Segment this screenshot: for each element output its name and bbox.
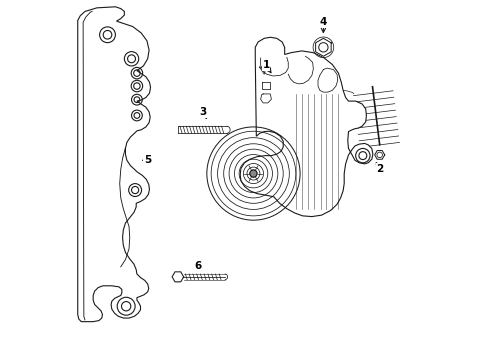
Text: 5: 5 [144,155,151,165]
Polygon shape [315,39,330,56]
Text: 6: 6 [194,261,201,271]
Text: 3: 3 [199,107,206,117]
Polygon shape [374,150,384,159]
Text: 2: 2 [376,164,383,174]
Text: 1: 1 [262,60,269,70]
Text: 4: 4 [319,17,326,27]
Circle shape [249,170,257,177]
Polygon shape [172,272,183,282]
Polygon shape [240,37,372,217]
Polygon shape [78,7,150,321]
